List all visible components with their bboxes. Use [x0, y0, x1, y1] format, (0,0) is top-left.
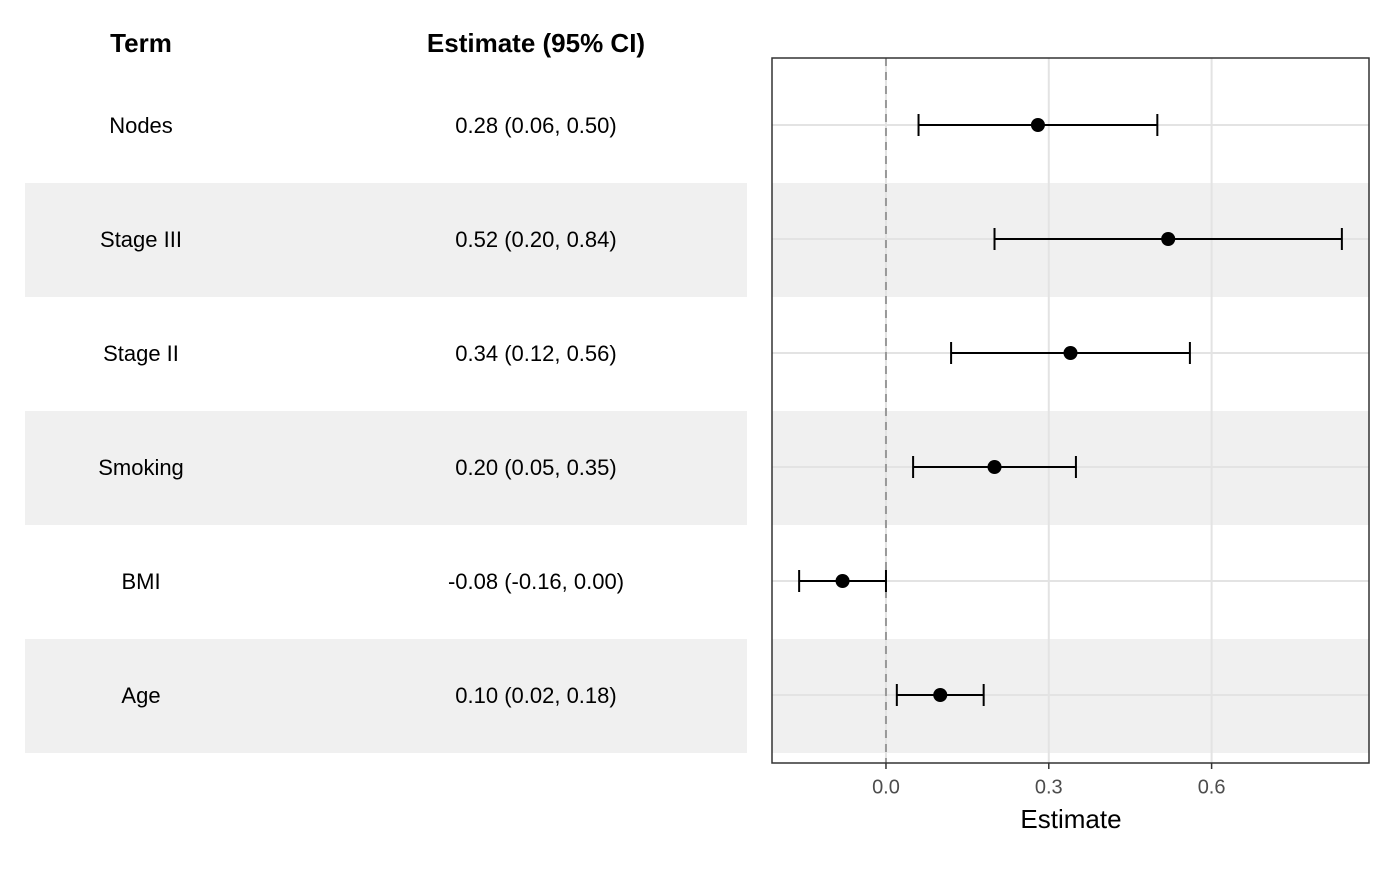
x-axis-label: Estimate	[1020, 804, 1121, 834]
term-label: Nodes	[109, 113, 173, 138]
term-label: Stage III	[100, 227, 182, 252]
estimate-label: 0.10 (0.02, 0.18)	[455, 683, 616, 708]
term-label: BMI	[121, 569, 160, 594]
row-stripe	[25, 639, 747, 753]
point-estimate	[1161, 232, 1176, 246]
term-label: Stage II	[103, 341, 179, 366]
x-tick-label: 0.0	[872, 776, 900, 798]
estimate-label: 0.34 (0.12, 0.56)	[455, 341, 616, 366]
row-stripe	[25, 411, 747, 525]
point-estimate	[933, 688, 948, 702]
column-header: Term	[110, 28, 172, 58]
point-estimate	[987, 460, 1002, 474]
point-estimate	[1030, 118, 1045, 132]
estimate-label: 0.52 (0.20, 0.84)	[455, 227, 616, 252]
column-header: Estimate (95% CI)	[427, 28, 645, 58]
point-estimate	[1063, 346, 1078, 360]
plot-border	[771, 57, 1370, 764]
estimate-label: 0.20 (0.05, 0.35)	[455, 455, 616, 480]
term-label: Smoking	[98, 455, 184, 480]
point-estimate	[835, 574, 850, 588]
x-tick-label: 0.6	[1198, 776, 1226, 798]
term-label: Age	[121, 683, 160, 708]
x-tick-label: 0.3	[1035, 776, 1063, 798]
estimate-label: -0.08 (-0.16, 0.00)	[448, 569, 624, 594]
estimate-label: 0.28 (0.06, 0.50)	[455, 113, 616, 138]
row-stripe	[25, 183, 747, 297]
